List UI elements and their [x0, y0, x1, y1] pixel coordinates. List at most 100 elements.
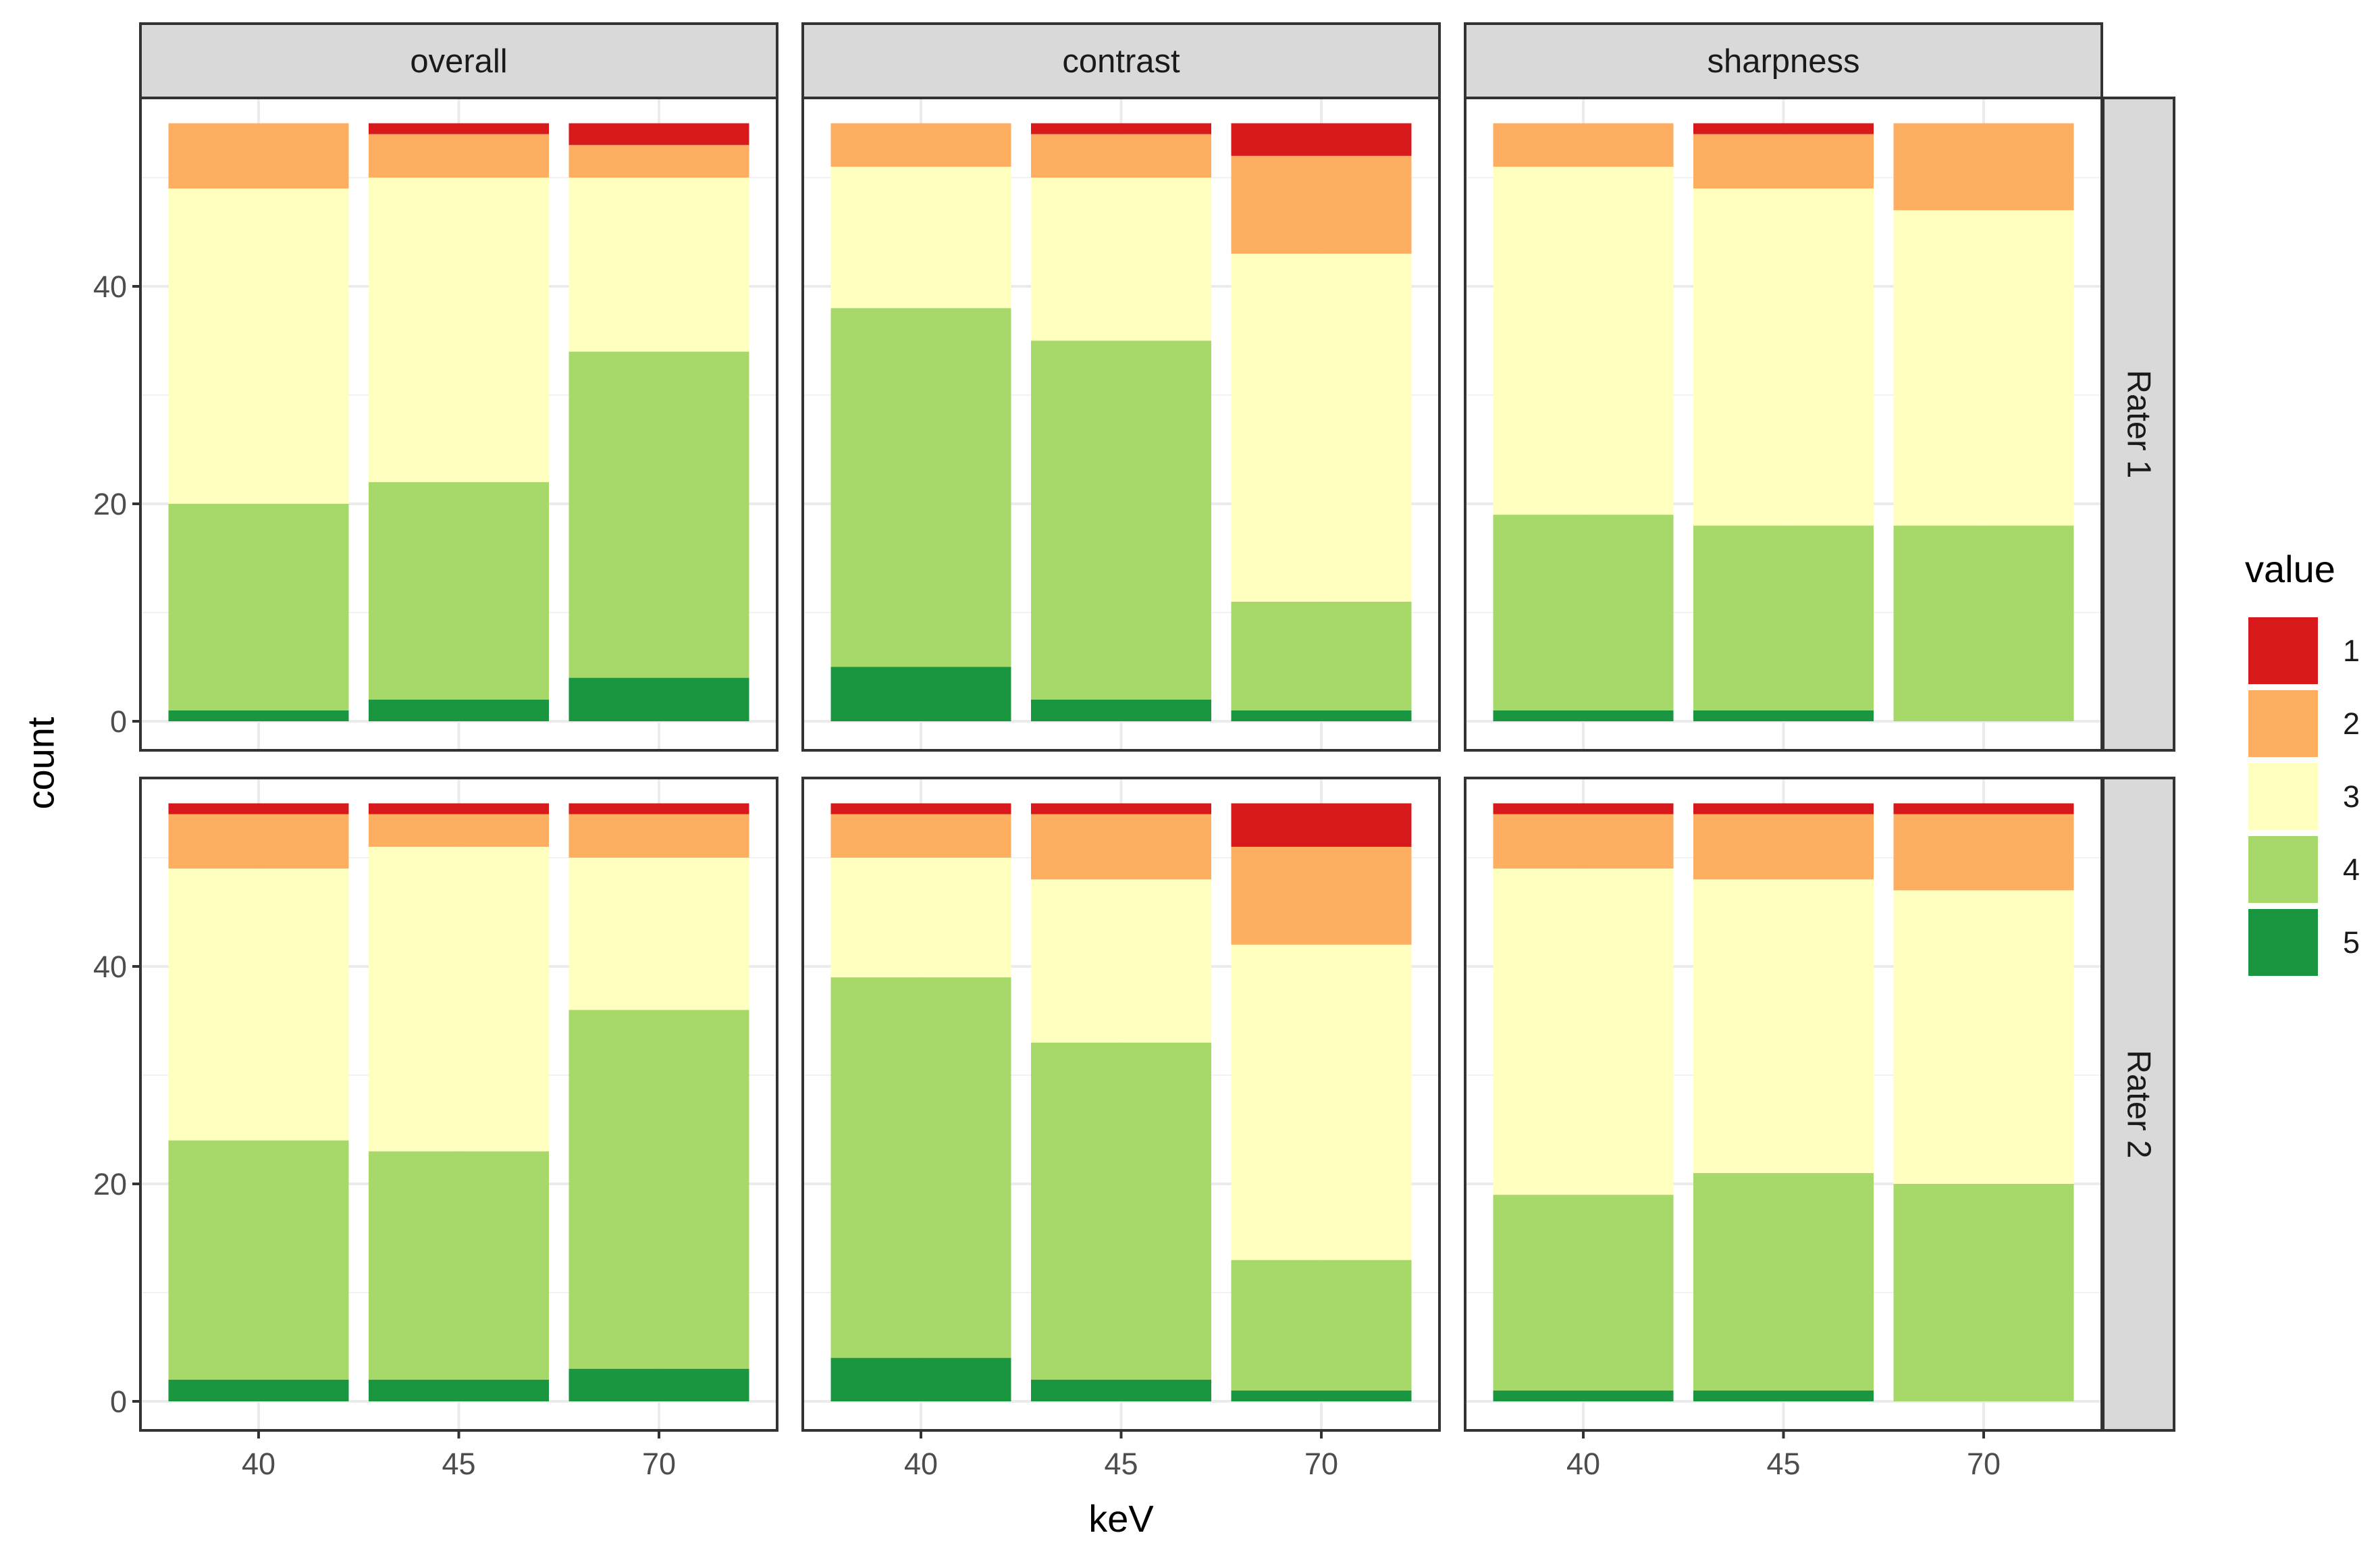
bar-segment-kev45-value3 — [1031, 879, 1211, 1043]
bar-segment-kev40-value3 — [168, 868, 349, 1141]
bar-segment-kev70-value3 — [1893, 890, 2074, 1184]
panel-rater-2-contrast: 40 45 70 — [801, 777, 1441, 1481]
panels: overall contrast sharpness Rater 1 Rater 2 0 2… — [93, 22, 2175, 1481]
y-tick-label: 40 — [93, 269, 127, 304]
x-tick-label: 45 — [1104, 1447, 1138, 1481]
bar-segment-kev45-value1 — [1693, 803, 1874, 814]
legend-swatch — [2248, 690, 2318, 757]
panel-border — [1464, 97, 2103, 752]
legend-swatch — [2248, 617, 2318, 684]
bar-segment-kev45-value2 — [1693, 814, 1874, 880]
legend-label: 3 — [2343, 779, 2360, 814]
y-tick-label: 0 — [110, 704, 127, 739]
bar-segment-kev45-value1 — [369, 123, 549, 134]
bar-segment-kev45-value2 — [1031, 814, 1211, 880]
legend-item-5: 5 — [2248, 908, 2360, 977]
bar-segment-kev70-value4 — [1231, 1260, 1412, 1391]
bar-segment-kev45-value4 — [369, 1151, 549, 1380]
legend-label: 1 — [2343, 633, 2360, 668]
bar-segment-kev70-value4 — [568, 351, 749, 678]
bar-segment-kev40-value2 — [1493, 123, 1674, 167]
x-tick-label: 70 — [642, 1447, 676, 1481]
legend-label: 2 — [2343, 706, 2360, 741]
bar-segment-kev40-value5 — [830, 1357, 1011, 1401]
bar-segment-kev40-value3 — [830, 166, 1011, 309]
bar-segment-kev70-value2 — [1231, 155, 1412, 254]
bar-segment-kev40-value3 — [1493, 868, 1674, 1195]
bar-segment-kev45-value4 — [1031, 1042, 1211, 1380]
panel-border — [139, 97, 778, 752]
bar-segment-kev70-value2 — [568, 814, 749, 858]
bar-segment-kev70-value2 — [1231, 846, 1412, 945]
bar-segment-kev40-value4 — [168, 1140, 349, 1380]
legend-item-1: 1 — [2248, 616, 2360, 685]
bar-segment-kev40-value5 — [1493, 710, 1674, 721]
bar-segment-kev40-value2 — [168, 123, 349, 189]
panel-rater-1-overall: 0 20 40 — [93, 97, 778, 752]
x-axis-title: keV — [1088, 1497, 1154, 1540]
bar-segment-kev40-value3 — [1493, 166, 1674, 515]
bar-segment-kev45-value2 — [369, 134, 549, 178]
bar-segment-kev70-value3 — [1231, 253, 1412, 602]
bar-segment-kev40-value4 — [830, 977, 1011, 1358]
bar-segment-kev45-value3 — [1693, 188, 1874, 526]
bar-segment-kev70-value2 — [568, 145, 749, 178]
panel-rater-1-sharpness — [1464, 97, 2103, 752]
x-tick-label: 70 — [1304, 1447, 1338, 1481]
column-strip-contrast: contrast — [801, 22, 1441, 99]
bar-segment-kev70-value1 — [1231, 803, 1412, 847]
bar-segment-kev45-value5 — [369, 1379, 549, 1401]
bar-segment-kev70-value4 — [1893, 1184, 2074, 1401]
x-tick-label: 45 — [1766, 1447, 1800, 1481]
column-strip-label: contrast — [1062, 43, 1180, 80]
bar-segment-kev70-value1 — [568, 123, 749, 145]
x-tick-label: 70 — [1967, 1447, 2001, 1481]
bar-segment-kev45-value5 — [1031, 1379, 1211, 1401]
bar-segment-kev45-value4 — [1031, 340, 1211, 700]
row-strip-0: Rater 1 — [2102, 97, 2175, 752]
bar-segment-kev40-value1 — [830, 803, 1011, 814]
column-strip-label: sharpness — [1707, 43, 1859, 80]
bar-segment-kev70-value4 — [1893, 525, 2074, 721]
bar-segment-kev45-value3 — [1693, 879, 1874, 1173]
bar-segment-kev70-value3 — [568, 178, 749, 352]
bar-segment-kev45-value3 — [369, 846, 549, 1151]
bar-segment-kev45-value4 — [369, 482, 549, 700]
x-tick-label: 40 — [242, 1447, 275, 1481]
x-tick-label: 40 — [1566, 1447, 1600, 1481]
legend-label: 5 — [2343, 925, 2360, 960]
row-strip-label: Rater 2 — [2121, 1050, 2157, 1159]
bar-segment-kev45-value1 — [1031, 123, 1211, 134]
bar-segment-kev45-value1 — [1693, 123, 1874, 134]
bar-segment-kev70-value1 — [1893, 803, 2074, 814]
bar-segment-kev40-value3 — [168, 188, 349, 504]
bar-segment-kev40-value5 — [830, 667, 1011, 721]
y-tick-label: 0 — [110, 1384, 127, 1419]
bar-segment-kev40-value2 — [830, 123, 1011, 167]
bar-segment-kev40-value1 — [1493, 803, 1674, 814]
bar-segment-kev45-value2 — [1693, 134, 1874, 189]
bar-segment-kev70-value5 — [568, 677, 749, 721]
bar-segment-kev45-value3 — [369, 178, 549, 482]
column-strip-label: overall — [410, 43, 507, 80]
panel-rater-2-overall: 0 20 40 40 45 70 — [93, 777, 778, 1481]
bar-segment-kev45-value2 — [369, 814, 549, 847]
legend-item-2: 2 — [2248, 689, 2360, 758]
row-strip-label: Rater 1 — [2121, 370, 2157, 479]
x-tick-label: 45 — [442, 1447, 475, 1481]
bar-segment-kev40-value5 — [1493, 1390, 1674, 1401]
bar-segment-kev70-value1 — [568, 803, 749, 814]
bar-segment-kev40-value5 — [168, 1379, 349, 1401]
legend-swatch — [2248, 909, 2318, 976]
bar-segment-kev40-value1 — [168, 803, 349, 814]
bar-segment-kev70-value1 — [1231, 123, 1412, 156]
bar-segment-kev45-value3 — [1031, 178, 1211, 341]
legend-title: value — [2245, 548, 2335, 590]
bar-segment-kev40-value4 — [1493, 515, 1674, 710]
bar-segment-kev45-value2 — [1031, 134, 1211, 178]
y-tick-label: 40 — [93, 950, 127, 984]
bar-segment-kev70-value3 — [1893, 210, 2074, 526]
bar-segment-kev40-value4 — [1493, 1195, 1674, 1391]
row-strip-1: Rater 2 — [2102, 777, 2175, 1432]
bar-segment-kev45-value4 — [1693, 1172, 1874, 1391]
